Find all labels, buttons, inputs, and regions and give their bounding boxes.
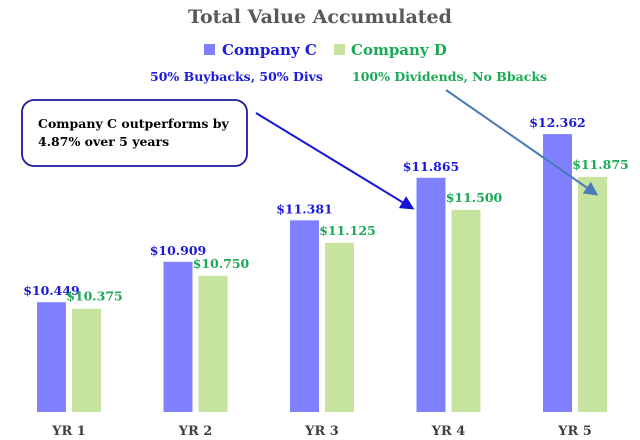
x-tick-label-1: YR 1	[51, 424, 86, 439]
bar-company-c-2	[163, 261, 193, 412]
bar-company-c-5	[543, 134, 572, 412]
value-label-company-d-4: $11.500	[446, 190, 503, 205]
value-label-company-d-5: $11.875	[572, 157, 629, 172]
x-axis-ticks: YR 1 YR 2 YR 3 YR 4 YR 5	[51, 424, 592, 439]
bar-company-c-1	[37, 302, 66, 412]
x-tick-label-4: YR 4	[431, 424, 466, 439]
bar-company-d-3	[325, 242, 354, 412]
note-company-d: 100% Dividends, No Bbacks	[352, 69, 547, 84]
bar-company-d-5	[578, 176, 607, 412]
legend-swatch-company-d	[334, 44, 345, 55]
bar-company-d-4	[451, 209, 481, 412]
value-label-company-c-2: $10.909	[150, 243, 207, 258]
bar-company-c-3	[290, 220, 319, 412]
callout-border	[21, 99, 248, 167]
bar-company-c-4	[416, 177, 446, 412]
legend-label-company-c: Company C	[222, 41, 317, 59]
callout-line-1: Company C outperforms by	[38, 116, 229, 131]
note-company-c: 50% Buybacks, 50% Divs	[150, 69, 323, 84]
value-label-company-d-3: $11.125	[319, 223, 376, 238]
value-label-company-c-3: $11.381	[276, 201, 333, 216]
x-tick-label-3: YR 3	[304, 424, 339, 439]
callout-line-2: 4.87% over 5 years	[38, 134, 169, 149]
value-label-company-c-5: $12.362	[529, 115, 586, 130]
legend: Company C Company D	[204, 41, 447, 59]
value-label-company-d-2: $10.750	[193, 256, 250, 271]
chart-title: Total Value Accumulated	[188, 6, 452, 28]
value-labels-layer: $10.449$10.375 $10.909$10.750 $11.381 $11.1…	[23, 115, 629, 304]
arrow-company-c	[255, 112, 415, 210]
bars-layer	[37, 134, 607, 412]
x-tick-label-5: YR 5	[557, 424, 592, 439]
value-label-company-c-4: $11.865	[403, 159, 460, 174]
bar-company-d-1	[72, 308, 101, 412]
legend-swatch-company-c	[204, 44, 215, 55]
legend-label-company-d: Company D	[351, 41, 447, 59]
value-label-company-c-1: $10.449	[23, 283, 80, 298]
callout-box: Company C outperforms by 4.87% over 5 ye…	[21, 99, 248, 167]
x-tick-label-2: YR 2	[178, 424, 213, 439]
value-label-company-d-1: $10.375	[66, 289, 123, 304]
arrow-company-d	[445, 89, 599, 196]
bar-company-d-2	[198, 275, 228, 412]
